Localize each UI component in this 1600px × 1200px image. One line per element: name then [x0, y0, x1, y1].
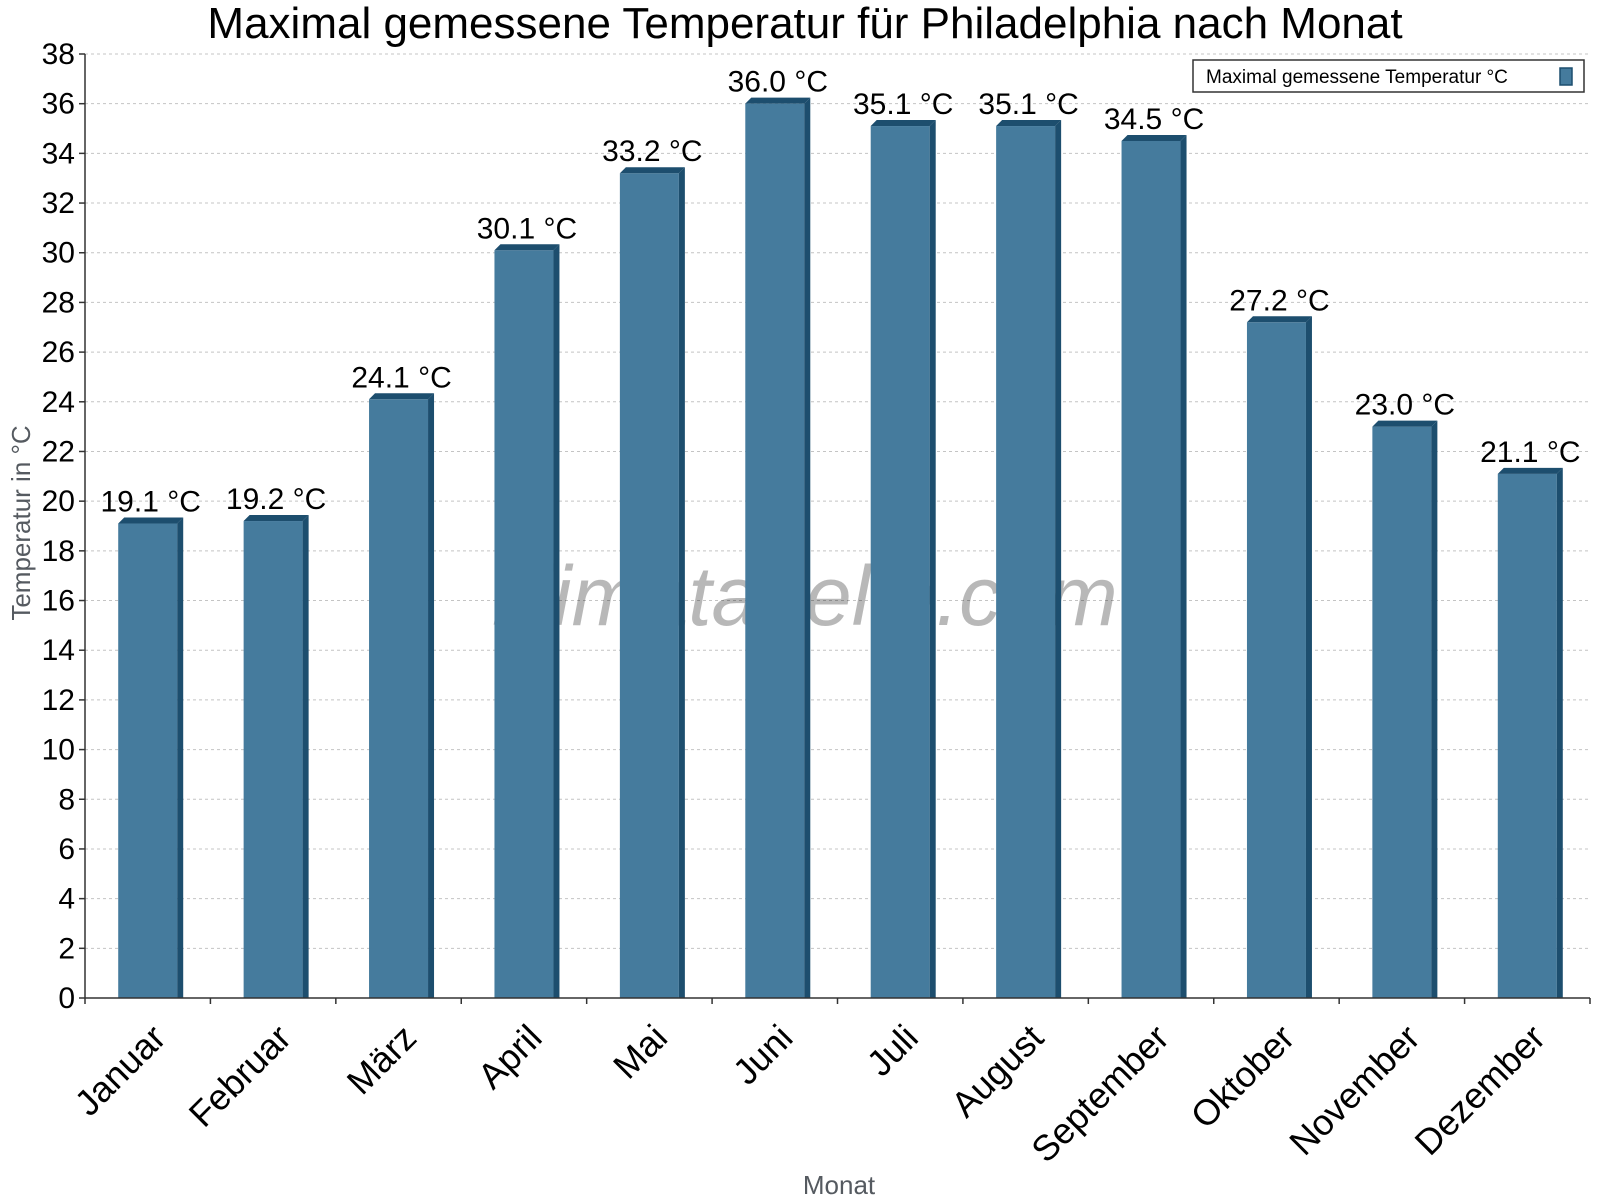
bar-face: [745, 103, 805, 999]
y-tick-label: 34: [42, 137, 75, 170]
bar-top: [745, 97, 811, 104]
y-tick-label: 12: [42, 684, 75, 717]
y-tick-label: 2: [58, 932, 75, 965]
y-tick-label: 14: [42, 634, 75, 667]
bar-side: [177, 517, 184, 998]
bars: [118, 97, 1563, 999]
legend-box: [1192, 59, 1585, 93]
bar-top: [1497, 467, 1563, 474]
data-label: 30.1 °C: [477, 212, 577, 245]
data-label: 24.1 °C: [351, 361, 451, 394]
bar-top: [1121, 134, 1187, 141]
bar-januar: [118, 517, 184, 998]
data-label: 34.5 °C: [1104, 103, 1204, 136]
bar-juli: [870, 120, 936, 998]
bar-top: [494, 244, 560, 251]
y-tick-label: 30: [42, 237, 75, 270]
y-tick-label: 0: [58, 982, 75, 1015]
bar-top: [1372, 420, 1438, 427]
x-axis-label: Monat: [803, 1170, 876, 1200]
data-labels: 19.1 °C 19.2 °C 24.1 °C 30.1 °C 33.2 °C 36.0 …: [101, 66, 1581, 519]
y-tick-label: 26: [42, 336, 75, 369]
bar-side: [553, 244, 560, 998]
bar-side: [929, 120, 936, 998]
y-tick-label: 6: [58, 833, 75, 866]
data-label: 21.1 °C: [1480, 436, 1580, 469]
chart-title: Maximal gemessene Temperatur für Philade…: [207, 0, 1402, 48]
bar-top: [996, 120, 1062, 127]
bar-face: [1246, 322, 1306, 998]
bar-face: [1497, 473, 1557, 999]
bar-oktober: [1246, 316, 1312, 998]
bar-april: [494, 244, 560, 998]
bar-august: [996, 120, 1062, 998]
y-tick-label: 4: [58, 883, 75, 916]
bar-top: [619, 167, 685, 174]
bar-mai: [619, 167, 685, 998]
legend-swatch: [1559, 67, 1573, 86]
bar-face: [996, 126, 1056, 998]
bar-september: [1121, 134, 1187, 998]
bar-face: [1372, 426, 1432, 998]
bar-face: [494, 250, 554, 998]
bar-side: [804, 97, 811, 999]
data-label: 19.2 °C: [226, 483, 326, 516]
y-tick-label: 16: [42, 585, 75, 618]
bar-face: [118, 523, 178, 998]
data-label: 35.1 °C: [978, 88, 1078, 121]
bar-november: [1372, 420, 1438, 998]
y-tick-label: 22: [42, 435, 75, 468]
bar-top: [118, 517, 184, 524]
bar-side: [428, 393, 435, 998]
bar-dezember: [1497, 467, 1563, 999]
bar-side: [1431, 420, 1438, 998]
y-tick-label: 36: [42, 88, 75, 121]
bar-face: [1121, 140, 1181, 998]
grid-lines: [85, 53, 1590, 949]
y-tick-label: 18: [42, 535, 75, 568]
bar-face: [870, 126, 930, 998]
bar-side: [1556, 467, 1563, 999]
bar-face: [369, 399, 429, 998]
bar-märz: [369, 393, 435, 998]
data-label: 33.2 °C: [602, 135, 702, 168]
bar-top: [243, 515, 309, 522]
bar-side: [678, 167, 685, 998]
bar-top: [1246, 316, 1312, 323]
y-tick-label: 28: [42, 286, 75, 319]
bar-face: [243, 521, 303, 998]
y-tick-label: 10: [42, 734, 75, 767]
data-label: 19.1 °C: [101, 486, 201, 519]
bar-top: [870, 120, 936, 127]
legend: Maximal gemessene Temperatur °C: [1192, 59, 1585, 93]
bar-februar: [243, 515, 309, 998]
y-tick-label: 38: [42, 38, 75, 71]
bar-side: [1180, 134, 1187, 998]
bar-top: [369, 393, 435, 400]
bar-side: [1305, 316, 1312, 998]
data-label: 36.0 °C: [728, 66, 828, 99]
data-label: 27.2 °C: [1229, 284, 1329, 317]
y-tick-label: 20: [42, 485, 75, 518]
y-tick-label: 8: [58, 783, 75, 816]
legend-label: Maximal gemessene Temperatur °C: [1206, 67, 1508, 88]
y-axis-label: Temperatur in °C: [6, 425, 36, 620]
bar-juni: [745, 97, 811, 999]
data-label: 23.0 °C: [1355, 389, 1455, 422]
data-label: 35.1 °C: [853, 88, 953, 121]
y-tick-label: 32: [42, 187, 75, 220]
bar-face: [619, 173, 679, 998]
bar-side: [302, 515, 309, 998]
bar-side: [1055, 120, 1062, 998]
y-tick-label: 24: [42, 386, 75, 419]
